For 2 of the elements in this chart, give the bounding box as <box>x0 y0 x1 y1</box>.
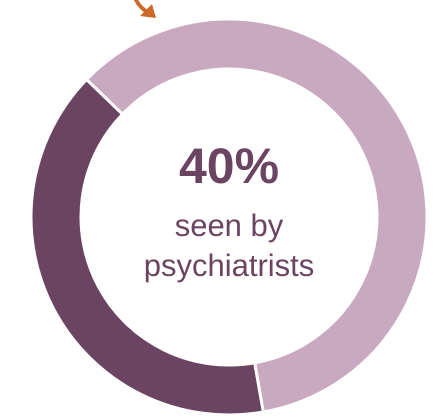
slice-label: seen by psychiatrists <box>144 208 314 283</box>
data-label: 40% <box>178 138 280 194</box>
